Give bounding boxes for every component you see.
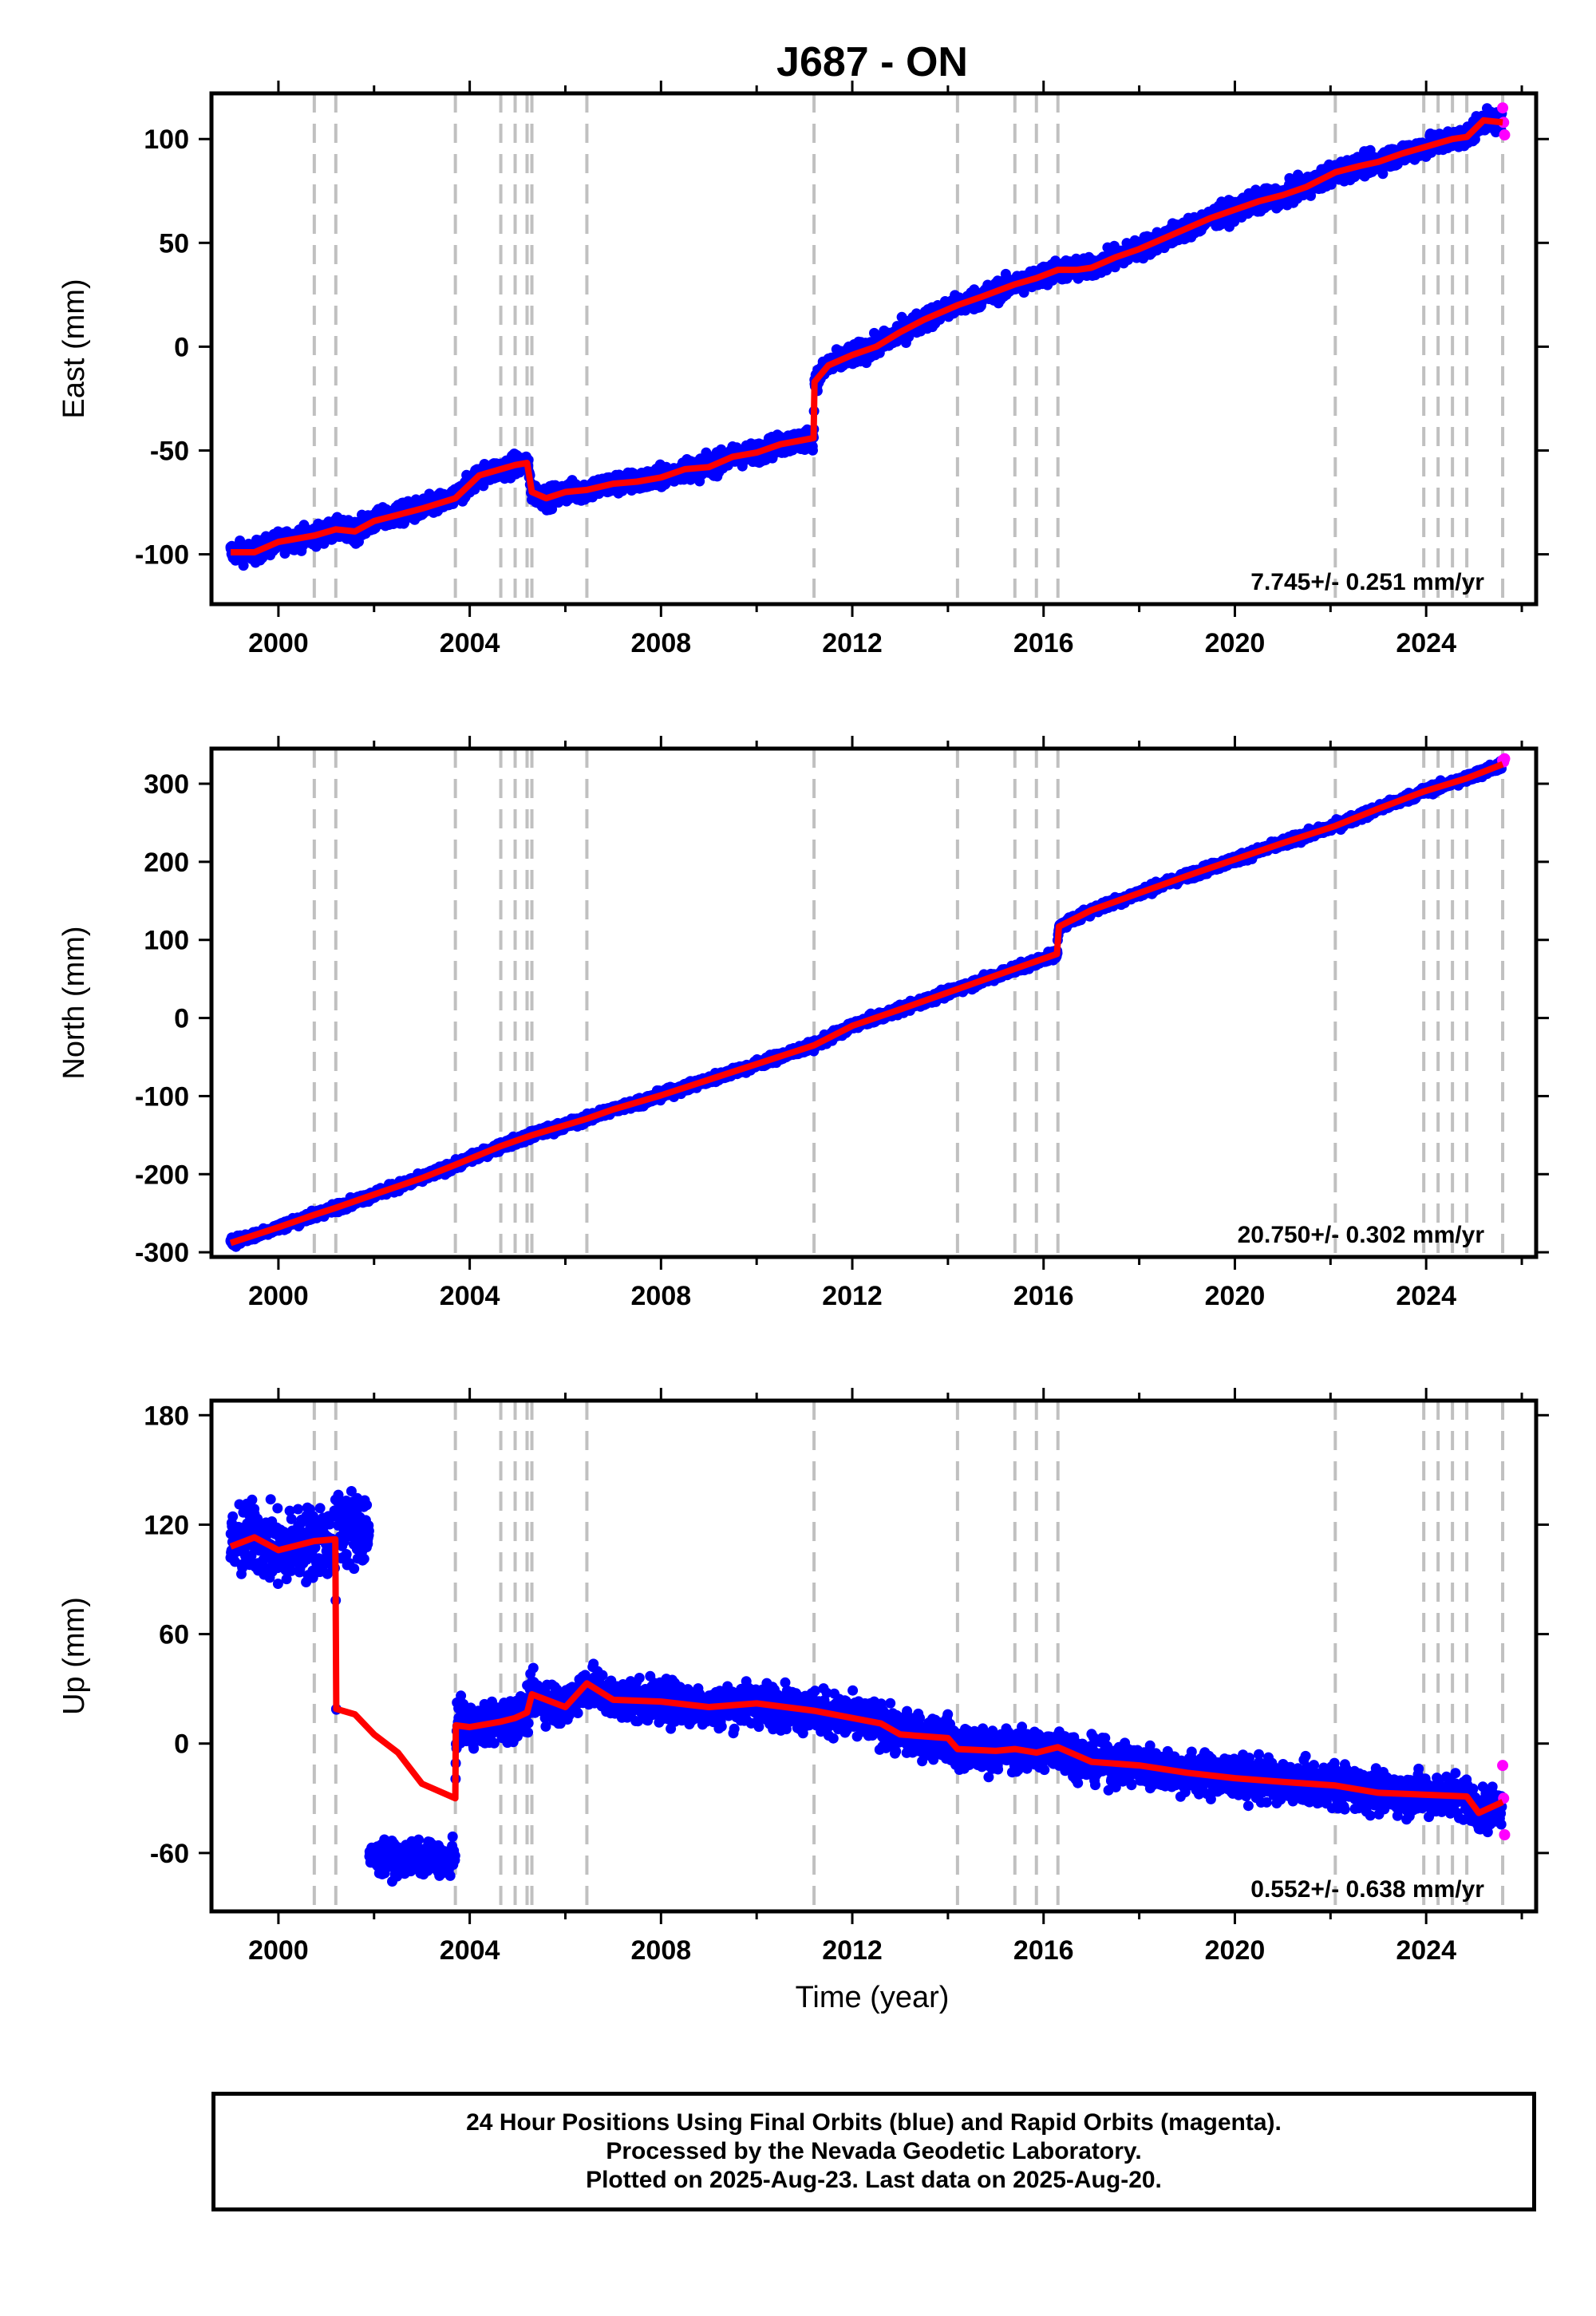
rapid-orbit-point <box>1497 102 1509 114</box>
final-orbit-point <box>1377 168 1389 180</box>
final-orbit-point <box>808 445 818 456</box>
rate-label: 7.745+/- 0.251 mm/yr <box>1250 569 1484 595</box>
x-tick-label: 2008 <box>631 628 692 658</box>
x-tick-label: 2016 <box>1013 628 1074 658</box>
y-tick-label: 0 <box>174 332 189 362</box>
rapid-orbit-point <box>1499 129 1511 141</box>
y-tick-label: 100 <box>144 124 189 155</box>
y-tick-label: 50 <box>159 228 189 259</box>
y-tick-label: -100 <box>135 540 189 571</box>
x-tick-label: 2012 <box>822 628 883 658</box>
x-tick-label: 2024 <box>1396 628 1456 658</box>
chart-title: J687 - ON <box>776 39 968 85</box>
x-tick-label: 2020 <box>1205 628 1266 658</box>
y-axis-title: East (mm) <box>57 279 91 418</box>
final-orbit-points <box>225 103 1507 571</box>
final-orbit-point <box>238 560 249 571</box>
x-tick-label: 2000 <box>248 628 309 658</box>
panel-1: -100 -50 0 50 100 2000 2004 2008 2012 2016 2020 202… <box>57 81 1549 658</box>
plot-frame <box>209 91 1539 607</box>
model-line <box>231 117 1503 555</box>
x-tick-label: 2004 <box>440 628 500 658</box>
y-tick-label: -50 <box>150 436 189 466</box>
